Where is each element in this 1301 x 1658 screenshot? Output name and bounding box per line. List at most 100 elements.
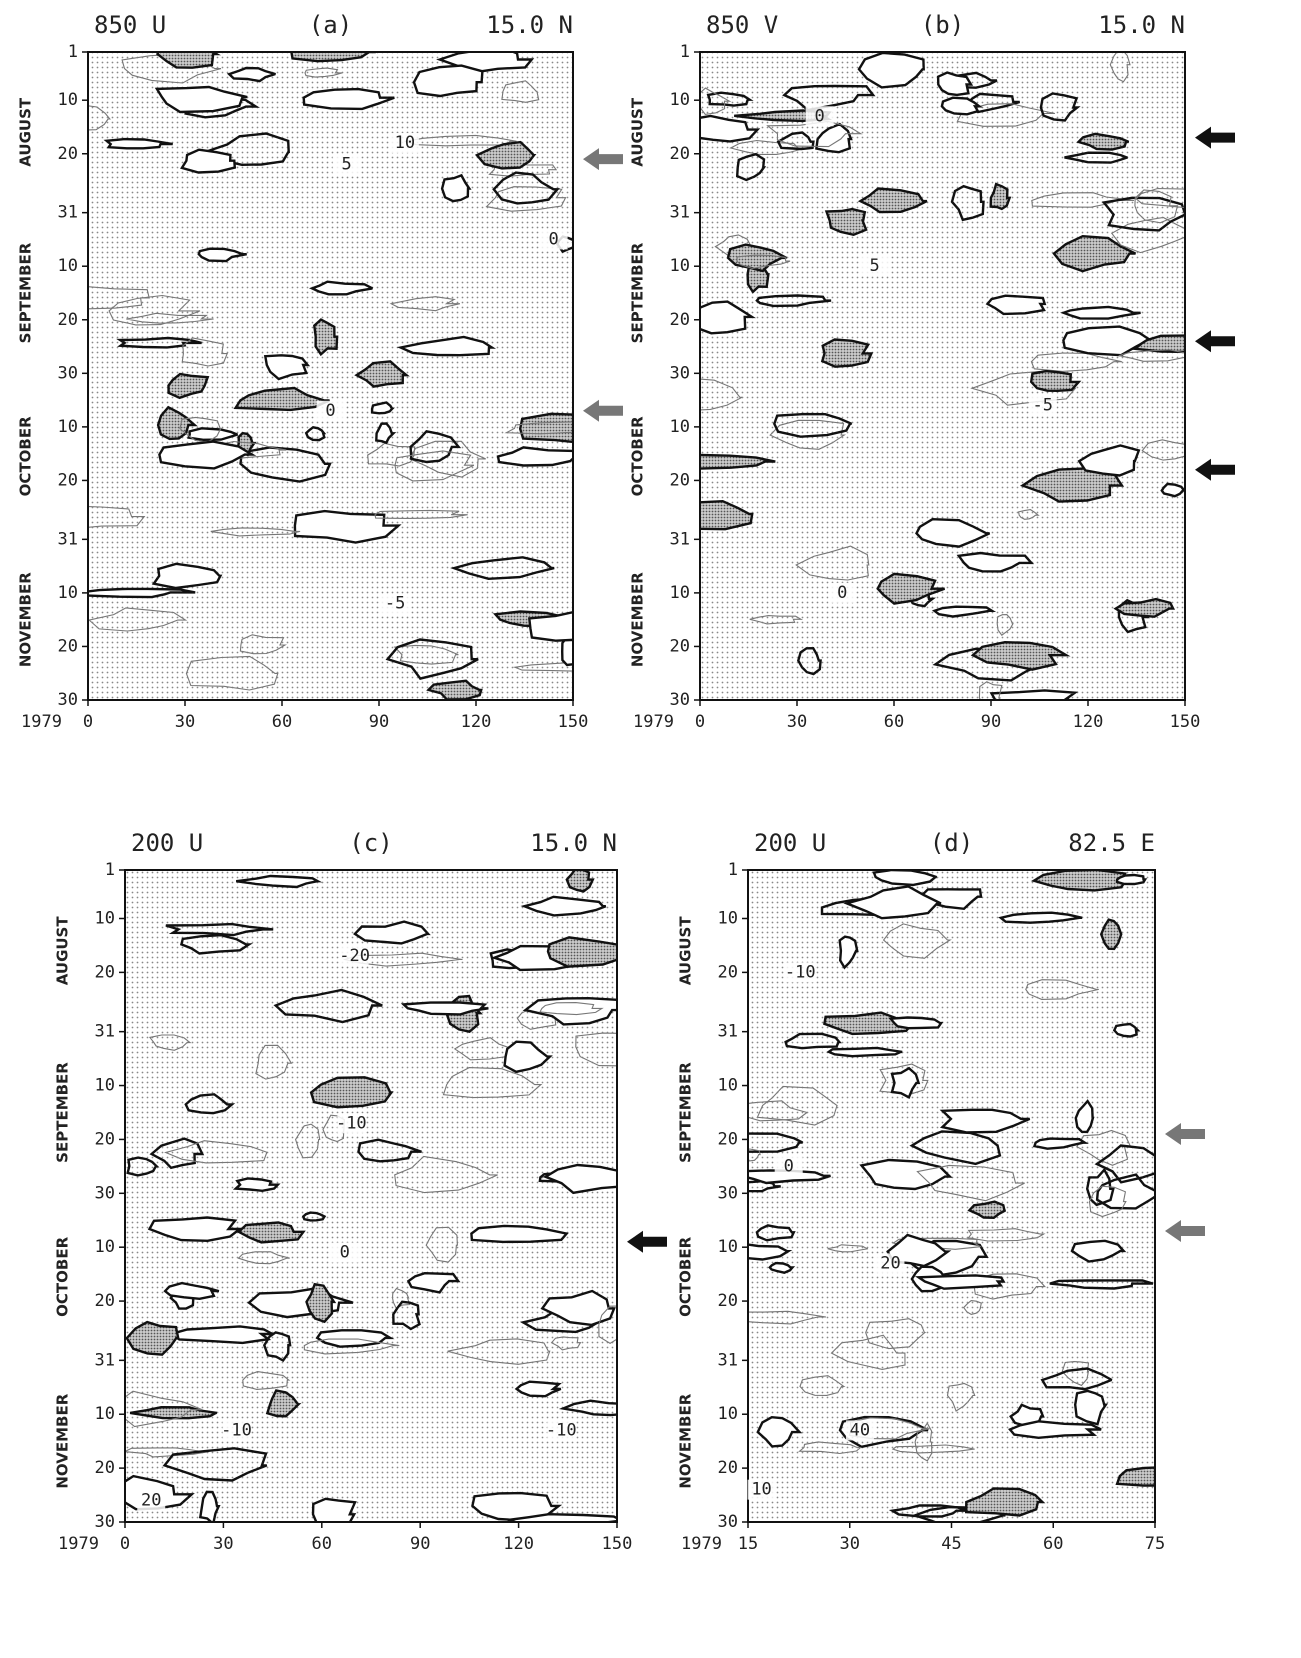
y-tick-label: 20 xyxy=(670,310,690,330)
y-tick-label: 31 xyxy=(718,1022,738,1042)
event-arrow xyxy=(1195,126,1235,149)
event-arrow xyxy=(1165,1220,1205,1243)
contour-line xyxy=(148,1034,192,1051)
contour-label: 0 xyxy=(340,1243,350,1263)
y-tick-label: 30 xyxy=(95,1512,115,1532)
contour-line xyxy=(755,1224,796,1242)
month-label: AUGUST xyxy=(677,916,695,986)
contour-line xyxy=(914,1422,933,1462)
contour-line xyxy=(950,184,985,222)
contour-line xyxy=(826,1046,903,1058)
contour-line xyxy=(149,1137,205,1170)
contour-line xyxy=(936,71,974,97)
contour-line xyxy=(1076,132,1130,151)
year-label: 1979 xyxy=(633,712,674,732)
y-tick-label: 10 xyxy=(95,1404,115,1424)
contour-line xyxy=(756,1415,803,1448)
contour-line xyxy=(1085,1167,1115,1207)
contour-line xyxy=(1110,216,1185,254)
contour-label: -10 xyxy=(336,1113,367,1133)
contour-label: 0 xyxy=(815,106,825,126)
contour-line xyxy=(996,614,1014,636)
y-tick-label: 20 xyxy=(670,144,690,164)
contour-line xyxy=(872,870,938,887)
panel-title-right: 82.5 E xyxy=(1068,829,1155,857)
month-label: NOVEMBER xyxy=(54,1393,72,1488)
y-tick-label: 20 xyxy=(718,1129,738,1149)
contour-line xyxy=(290,52,376,63)
x-tick-label: 120 xyxy=(461,712,492,732)
month-label: OCTOBER xyxy=(17,416,35,496)
contour-line xyxy=(700,300,757,335)
contour-line xyxy=(1112,1022,1141,1038)
contour-label: 10 xyxy=(395,133,415,153)
y-tick-label: 10 xyxy=(670,90,690,110)
annotation-bg xyxy=(845,1420,874,1441)
contour-line xyxy=(888,1504,969,1518)
month-label: NOVEMBER xyxy=(629,572,647,667)
annotation-bg xyxy=(805,106,834,127)
annotation-bg xyxy=(316,400,345,421)
x-tick-label: 60 xyxy=(312,1534,332,1554)
month-label: AUGUST xyxy=(629,97,647,167)
contour-line xyxy=(598,1305,617,1344)
contour-line xyxy=(830,1334,906,1370)
contour-line xyxy=(187,427,239,442)
y-tick-label: 20 xyxy=(58,470,78,490)
contour-line xyxy=(700,378,743,411)
contour-line xyxy=(1049,1279,1154,1290)
contour-line xyxy=(892,1237,982,1250)
contour-line xyxy=(1088,1185,1127,1218)
contour-field xyxy=(748,870,1155,1522)
y-tick-label: 10 xyxy=(670,417,690,437)
year-label: 1979 xyxy=(21,712,62,732)
annotation-bg xyxy=(222,1420,251,1441)
event-arrow xyxy=(1195,330,1235,353)
contour-line xyxy=(103,137,173,150)
contour-line xyxy=(367,442,416,467)
y-tick-label: 10 xyxy=(95,1237,115,1257)
contour-line xyxy=(769,419,847,450)
contour-line xyxy=(453,1037,513,1061)
contour-line xyxy=(520,895,607,917)
contour-line xyxy=(184,1093,236,1115)
contour-line xyxy=(989,182,1012,211)
x-tick-label: 150 xyxy=(602,1534,633,1554)
contour-label: 10 xyxy=(751,1480,771,1500)
month-label: SEPTEMBER xyxy=(54,1062,72,1163)
contour-line xyxy=(962,1300,982,1315)
contour-line xyxy=(181,337,229,367)
annotation-bg xyxy=(1028,395,1057,416)
month-label: OCTOBER xyxy=(54,1236,72,1316)
year-label: 1979 xyxy=(681,1534,722,1554)
contour-line xyxy=(865,1318,927,1350)
contour-line xyxy=(492,171,560,205)
contour-line xyxy=(1061,1361,1090,1387)
contour-line xyxy=(294,1123,321,1159)
contour-line xyxy=(700,453,776,470)
y-tick-label: 1 xyxy=(68,42,78,62)
contour-line xyxy=(815,122,853,154)
contour-line xyxy=(766,120,863,148)
contour-line xyxy=(425,1226,458,1263)
contour-line xyxy=(1118,349,1185,362)
contour-line xyxy=(426,679,483,700)
y-tick-label: 20 xyxy=(718,962,738,982)
contour-line xyxy=(168,1325,274,1345)
contour-line xyxy=(1070,1239,1127,1263)
contour-line xyxy=(88,607,188,632)
contour-line xyxy=(1074,1099,1095,1134)
contour-line xyxy=(756,1085,838,1126)
panel-title: (b) xyxy=(921,11,964,39)
x-tick-label: 0 xyxy=(120,1534,130,1554)
y-tick-label: 20 xyxy=(58,636,78,656)
contour-label: 5 xyxy=(342,154,352,174)
contour-line xyxy=(1040,1367,1113,1391)
contour-line xyxy=(1094,1144,1155,1184)
contour-line xyxy=(985,294,1047,316)
y-tick-label: 31 xyxy=(670,203,690,223)
contour-line xyxy=(311,1497,357,1522)
contour-line xyxy=(540,1289,616,1327)
contour-line xyxy=(180,148,237,174)
annotation-bg xyxy=(137,1490,166,1511)
